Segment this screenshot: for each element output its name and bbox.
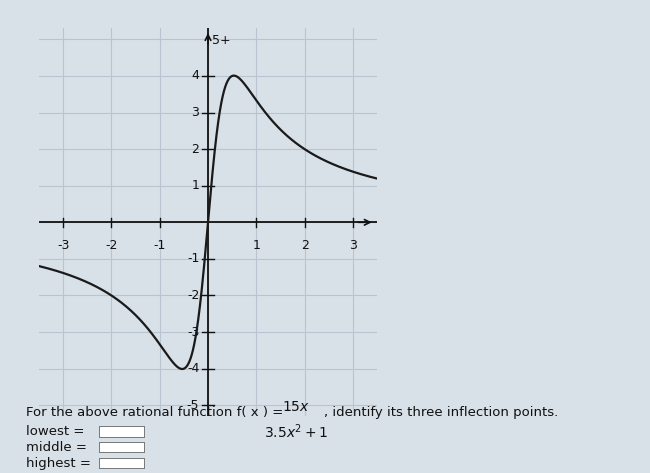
Text: $3.5x^2+1$: $3.5x^2+1$ [264, 423, 328, 441]
Text: -1: -1 [153, 239, 166, 252]
Text: -5: -5 [187, 399, 200, 412]
Text: -2: -2 [187, 289, 200, 302]
Text: $15x$: $15x$ [281, 400, 310, 414]
Text: -2: -2 [105, 239, 118, 252]
Text: 2: 2 [301, 239, 309, 252]
Text: -4: -4 [187, 362, 200, 375]
Text: 3: 3 [192, 106, 200, 119]
Text: 3: 3 [349, 239, 357, 252]
Text: -3: -3 [57, 239, 70, 252]
Text: 5+: 5+ [212, 34, 231, 47]
Text: 4: 4 [192, 70, 200, 82]
Text: -1: -1 [187, 253, 200, 265]
Text: 2: 2 [192, 143, 200, 156]
Text: -3: -3 [187, 325, 200, 339]
Text: 1: 1 [252, 239, 260, 252]
Text: 1: 1 [192, 179, 200, 192]
Text: highest =: highest = [26, 457, 91, 470]
Text: middle =: middle = [26, 441, 87, 454]
Text: lowest =: lowest = [26, 425, 84, 438]
Text: For the above rational function f( x ) =: For the above rational function f( x ) = [26, 406, 287, 419]
Text: , identify its three inflection points.: , identify its three inflection points. [324, 406, 558, 419]
